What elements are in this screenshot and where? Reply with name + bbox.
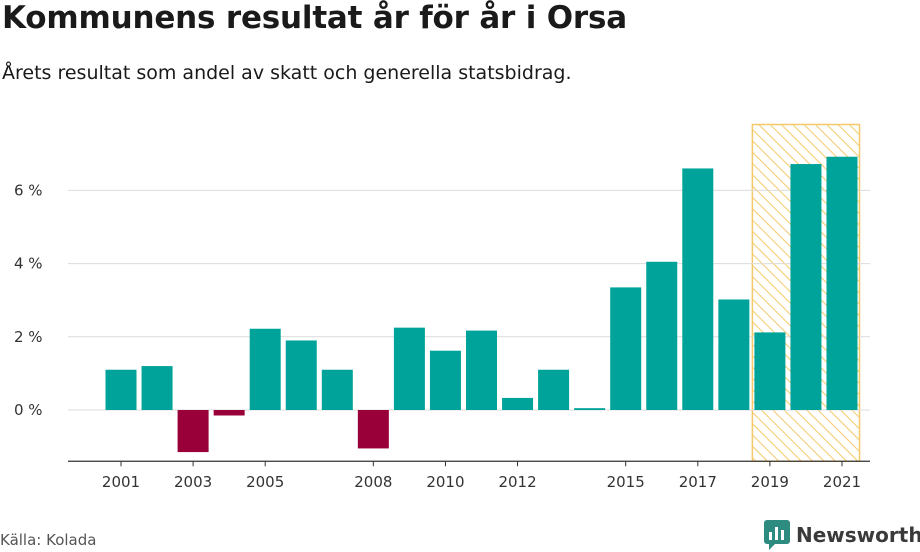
x-tick-label: 2019 — [751, 473, 789, 491]
bar-2009 — [393, 327, 425, 410]
y-tick-label: 6 % — [14, 181, 43, 199]
x-tick-label: 2012 — [498, 473, 536, 491]
bar-2015 — [610, 287, 642, 410]
bar-2005 — [249, 328, 281, 410]
bar-2013 — [538, 369, 570, 410]
bar-2003 — [177, 410, 209, 453]
bar-2002 — [141, 366, 173, 410]
bar-2008 — [357, 410, 389, 449]
y-tick-label: 4 % — [14, 255, 43, 273]
bar-2016 — [646, 261, 678, 410]
bar-2019 — [754, 332, 786, 410]
x-tick-label: 2001 — [102, 473, 140, 491]
bar-2014 — [574, 408, 606, 410]
x-tick-label: 2010 — [426, 473, 464, 491]
bar-2004 — [213, 410, 245, 416]
y-tick-label: 2 % — [14, 328, 43, 346]
y-tick-label: 0 % — [14, 401, 43, 419]
bar-2018 — [718, 299, 750, 410]
bar-2021 — [826, 156, 858, 410]
source-note: Källa: Kolada — [0, 531, 97, 549]
bar-2012 — [502, 397, 534, 410]
x-tick-label: 2003 — [174, 473, 212, 491]
bar-2006 — [285, 340, 317, 410]
x-tick-label: 2017 — [679, 473, 717, 491]
bar-2007 — [321, 369, 353, 410]
bar-2010 — [429, 350, 461, 410]
x-tick-label: 2005 — [246, 473, 284, 491]
bar-2017 — [682, 168, 714, 410]
newsworthy-logo-text: Newsworthy — [796, 523, 920, 547]
newsworthy-logo: Newsworthy — [764, 520, 920, 550]
bar-2020 — [790, 164, 822, 410]
newsworthy-logo-icon — [764, 520, 790, 550]
x-tick-label: 2021 — [823, 473, 861, 491]
bar-2001 — [105, 369, 137, 410]
x-tick-label: 2015 — [607, 473, 645, 491]
chart-title: Kommunens resultat år för år i Orsa — [2, 0, 627, 36]
chart-subtitle: Årets resultat som andel av skatt och ge… — [2, 62, 572, 84]
bar-2011 — [466, 330, 497, 410]
x-tick-label: 2008 — [354, 473, 392, 491]
